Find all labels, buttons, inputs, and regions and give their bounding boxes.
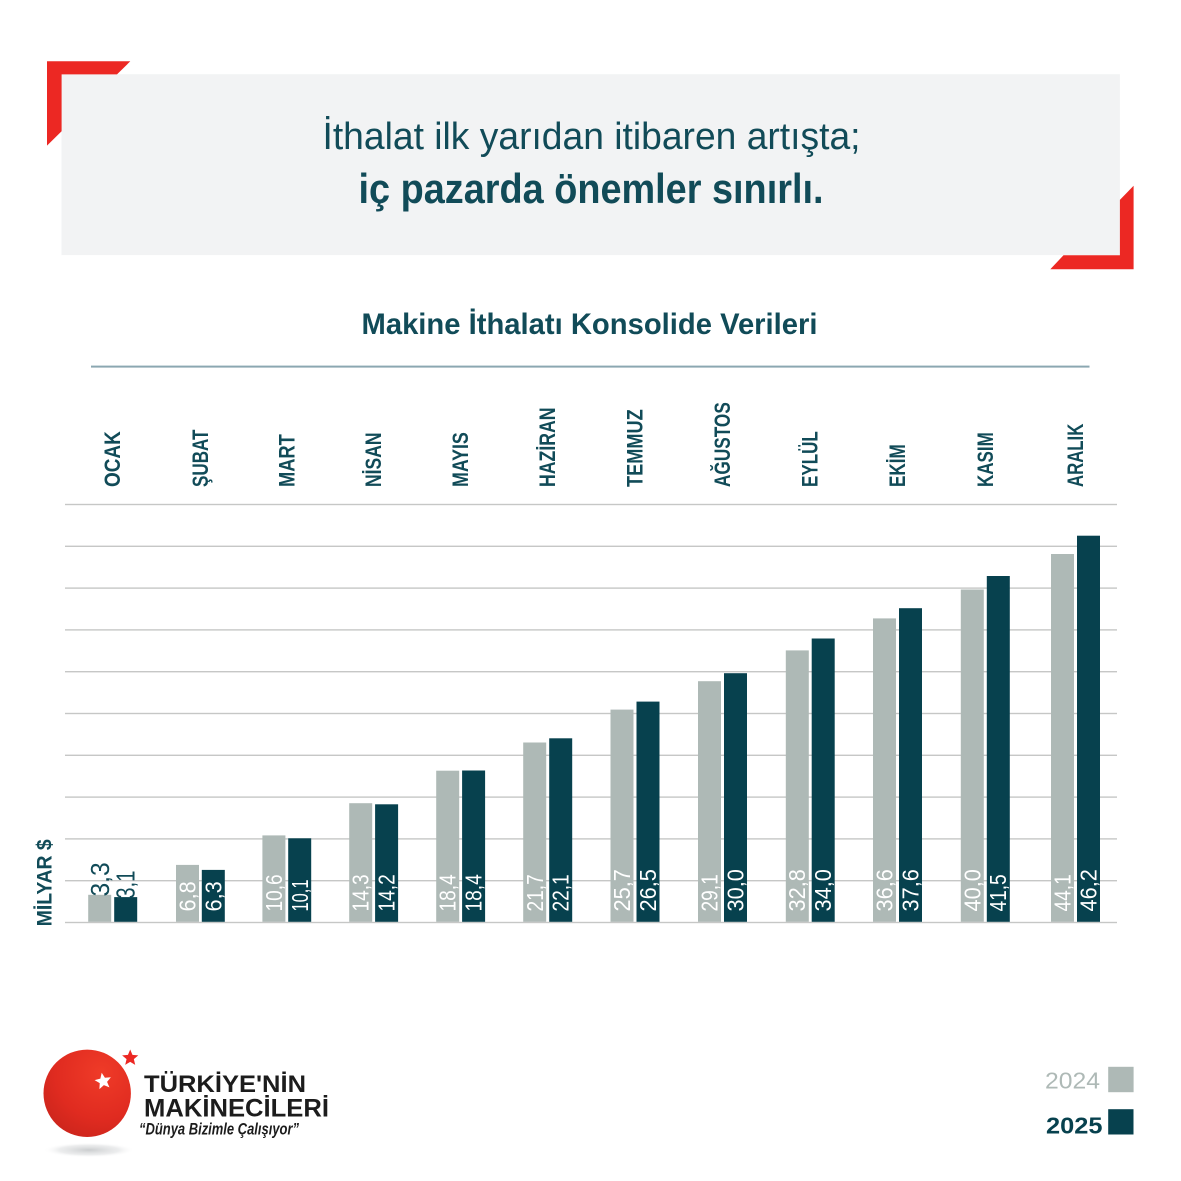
- svg-text:26,5: 26,5: [635, 869, 661, 911]
- svg-text:ŞUBAT: ŞUBAT: [188, 429, 213, 487]
- svg-text:29,1: 29,1: [697, 874, 723, 911]
- svg-text:18,4: 18,4: [435, 874, 461, 911]
- svg-text:ARALIK: ARALIK: [1063, 424, 1088, 487]
- svg-text:3,1: 3,1: [111, 871, 141, 899]
- svg-text:6,8: 6,8: [175, 881, 201, 911]
- svg-text:Makine İthalatı Konsolide Veri: Makine İthalatı Konsolide Verileri: [362, 308, 818, 341]
- svg-text:2024: 2024: [1045, 1067, 1100, 1093]
- svg-text:iç pazarda önemler sınırlı.: iç pazarda önemler sınırlı.: [359, 165, 824, 212]
- svg-text:18,4: 18,4: [461, 874, 487, 911]
- svg-text:MAKİNECİLERİ: MAKİNECİLERİ: [144, 1095, 329, 1123]
- svg-text:32,8: 32,8: [784, 869, 810, 911]
- svg-text:2025: 2025: [1046, 1113, 1103, 1139]
- svg-text:14,3: 14,3: [348, 874, 374, 911]
- svg-text:“Dünya Bizimle Çalışıyor”: “Dünya Bizimle Çalışıyor”: [139, 1120, 299, 1139]
- svg-text:30,0: 30,0: [723, 869, 749, 911]
- svg-text:MART: MART: [274, 434, 299, 487]
- svg-text:14,2: 14,2: [374, 874, 400, 911]
- svg-text:37,6: 37,6: [898, 869, 924, 911]
- svg-text:41,5: 41,5: [985, 874, 1011, 911]
- svg-text:34,0: 34,0: [810, 869, 836, 911]
- svg-text:10,1: 10,1: [287, 880, 313, 912]
- svg-text:EYLÜL: EYLÜL: [798, 431, 823, 487]
- svg-text:HAZİRAN: HAZİRAN: [535, 407, 560, 487]
- svg-text:KASIM: KASIM: [973, 432, 998, 487]
- svg-text:İthalat ilk yarıdan itibaren a: İthalat ilk yarıdan itibaren artışta;: [323, 115, 861, 158]
- svg-text:EKİM: EKİM: [885, 444, 910, 487]
- svg-text:MAYIS: MAYIS: [448, 432, 473, 487]
- svg-text:NİSAN: NİSAN: [361, 433, 386, 488]
- svg-text:21,7: 21,7: [522, 874, 548, 911]
- svg-text:6,3: 6,3: [200, 881, 226, 911]
- svg-text:22,1: 22,1: [548, 874, 574, 911]
- svg-text:3,3: 3,3: [85, 862, 115, 896]
- svg-text:46,2: 46,2: [1076, 869, 1102, 911]
- svg-text:AĞUSTOS: AĞUSTOS: [710, 402, 735, 487]
- svg-text:OCAK: OCAK: [100, 431, 125, 487]
- svg-text:10,6: 10,6: [261, 874, 287, 911]
- svg-text:25,7: 25,7: [609, 869, 635, 911]
- svg-text:36,6: 36,6: [872, 869, 898, 911]
- svg-text:TEMMUZ: TEMMUZ: [623, 409, 648, 487]
- svg-text:TÜRKİYE'NİN: TÜRKİYE'NİN: [144, 1071, 306, 1098]
- svg-text:40,0: 40,0: [959, 869, 985, 911]
- svg-text:MİLYAR $: MİLYAR $: [34, 839, 57, 926]
- svg-text:44,1: 44,1: [1050, 874, 1076, 911]
